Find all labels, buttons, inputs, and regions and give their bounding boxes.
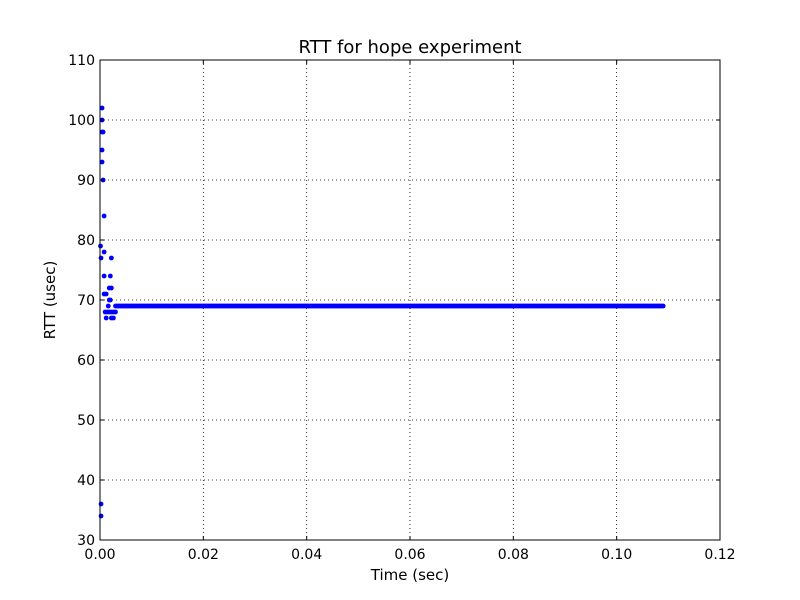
y-tick-label: 80	[77, 233, 95, 249]
x-axis-label: Time (sec)	[370, 566, 449, 584]
data-point	[100, 129, 106, 135]
data-point	[108, 255, 114, 261]
data-point	[99, 159, 105, 165]
y-axis-label: RTT (usec)	[41, 261, 59, 340]
data-point	[99, 105, 105, 111]
data-point	[113, 309, 118, 315]
y-tick-label: 90	[77, 173, 95, 189]
data-point	[101, 213, 107, 219]
data-point	[111, 315, 116, 321]
data-point	[660, 303, 666, 309]
data-point	[101, 273, 107, 279]
data-point	[98, 501, 104, 507]
x-tick-label: 0.10	[601, 547, 632, 563]
chart-title: RTT for hope experiment	[298, 37, 521, 58]
data-point	[107, 273, 113, 279]
y-tick-label: 70	[77, 293, 95, 309]
x-tick-label: 0.02	[188, 547, 219, 563]
x-tick-label: 0.06	[394, 547, 425, 563]
y-tick-label: 100	[68, 113, 95, 129]
data-point	[101, 249, 107, 255]
x-tick-label: 0.08	[498, 547, 529, 563]
data-point	[103, 291, 109, 297]
y-tick-label: 60	[77, 353, 95, 369]
tick-marks	[99, 59, 721, 541]
y-tick-label: 50	[77, 413, 95, 429]
data-points	[98, 105, 666, 519]
data-point	[108, 285, 114, 291]
data-point	[98, 255, 104, 261]
y-tick-label: 30	[77, 533, 95, 549]
data-point	[98, 243, 103, 249]
x-tick-labels: 0.00 0.02 0.04 0.06 0.08 0.10 0.12	[84, 547, 735, 563]
x-tick-label: 0.04	[291, 547, 322, 563]
data-point	[99, 147, 105, 153]
x-tick-label: 0.00	[84, 547, 115, 563]
grid-lines	[100, 60, 720, 540]
y-tick-labels: 30 40 50 60 70 80 90 100 110	[68, 53, 95, 549]
data-point	[103, 315, 109, 321]
data-point	[98, 513, 104, 519]
data-point	[105, 303, 111, 309]
y-tick-label: 40	[77, 473, 95, 489]
y-tick-label: 110	[68, 53, 95, 69]
data-point	[107, 297, 113, 303]
x-tick-label: 0.12	[704, 547, 735, 563]
